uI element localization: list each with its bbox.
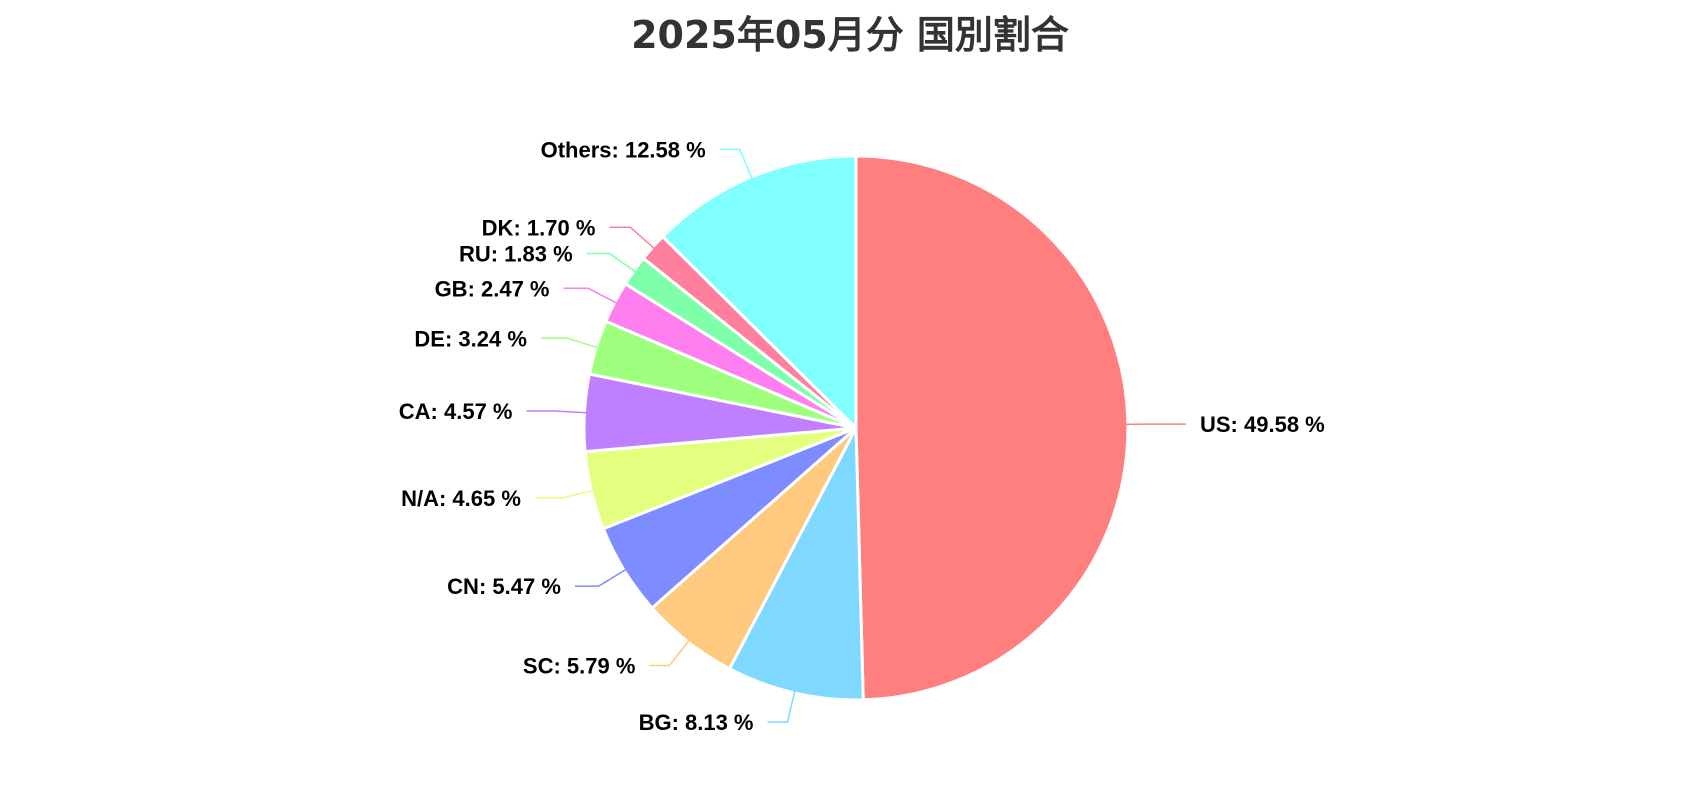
leader-line-cn — [574, 568, 627, 587]
slice-label-n-a: N/A: 4.65 % — [401, 486, 521, 511]
leader-line-de — [540, 337, 599, 349]
labels-layer: US: 49.58 % BG: 8.13 % SC: 5.79 % CN: 5.47 … — [399, 137, 1325, 735]
leader-line-gb — [563, 287, 617, 304]
slice-label-others: Others: 12.58 % — [541, 137, 706, 162]
slices-layer — [582, 154, 1130, 702]
pie-slice-us — [854, 154, 1130, 702]
leader-line-dk — [609, 226, 655, 250]
leader-line-sc — [649, 639, 690, 667]
chart-title: 2025年05月分 国別割合 — [631, 13, 1069, 57]
leader-line-ca — [526, 410, 587, 414]
slice-label-de: DE: 3.24 % — [414, 326, 527, 351]
slice-label-dk: DK: 1.70 % — [482, 215, 596, 240]
slice-label-us: US: 49.58 % — [1200, 412, 1325, 437]
leader-line-ru — [586, 252, 637, 273]
leader-line-others — [719, 148, 753, 180]
slice-label-ru: RU: 1.83 % — [459, 242, 573, 267]
slice-label-ca: CA: 4.57 % — [399, 399, 513, 424]
slice-label-gb: GB: 2.47 % — [435, 276, 550, 301]
leader-line-n-a — [534, 489, 594, 499]
leader-line-bg — [767, 690, 796, 723]
slice-label-cn: CN: 5.47 % — [447, 574, 561, 599]
slice-label-sc: SC: 5.79 % — [523, 654, 636, 679]
slice-label-bg: BG: 8.13 % — [639, 710, 754, 735]
